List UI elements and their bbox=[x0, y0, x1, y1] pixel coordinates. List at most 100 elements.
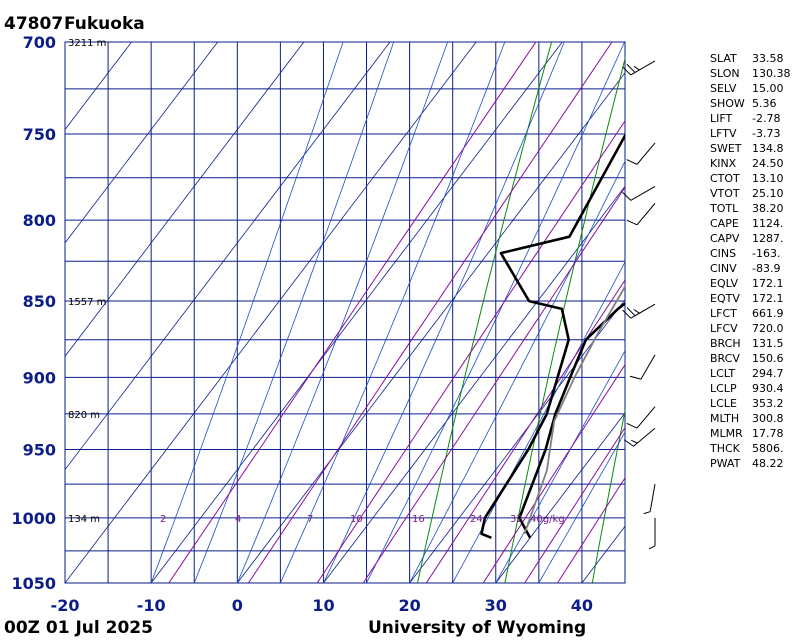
index-row: LIFT -2.78 bbox=[710, 112, 780, 125]
wind-barb-flag bbox=[626, 422, 638, 429]
index-key: MLTH bbox=[710, 412, 739, 425]
mixing-ratio-label: 4 bbox=[235, 514, 241, 525]
index-value: -83.9 bbox=[752, 262, 780, 275]
sounding-line bbox=[480, 133, 625, 540]
wind-barb-flag bbox=[626, 307, 636, 317]
index-row: SHOW 5.36 bbox=[710, 97, 777, 110]
wind-barb-flag bbox=[631, 439, 638, 444]
wind-barb bbox=[622, 303, 656, 319]
wind-barb-shaft bbox=[630, 303, 656, 319]
index-key: LFTV bbox=[710, 127, 737, 140]
wind-barb bbox=[626, 142, 656, 165]
index-key: MLMR bbox=[710, 427, 743, 440]
index-row: MLMR 17.78 bbox=[710, 427, 784, 440]
index-key: CAPV bbox=[710, 232, 740, 245]
pressure-tick-label: 900 bbox=[23, 368, 56, 387]
isotherm-line bbox=[409, 298, 625, 583]
index-key: THCK bbox=[709, 442, 741, 455]
sounding-line bbox=[518, 301, 625, 539]
index-row: CINS -163. bbox=[710, 247, 780, 260]
wind-barb-flag bbox=[633, 65, 640, 71]
index-key: KINX bbox=[710, 157, 737, 170]
wind-barb-flag bbox=[648, 545, 656, 550]
wind-barb bbox=[626, 406, 656, 429]
index-row: KINX 24.50 bbox=[710, 157, 784, 170]
index-value: 15.00 bbox=[752, 82, 784, 95]
mixing-ratio-line bbox=[557, 476, 625, 583]
isotherm-line bbox=[65, 42, 132, 131]
parcel-path-line bbox=[523, 284, 625, 535]
wind-barb-flag bbox=[626, 219, 638, 226]
index-row: CTOT 13.10 bbox=[710, 172, 784, 185]
wind-barb-shaft bbox=[636, 406, 656, 429]
moist-adiabat-line bbox=[193, 42, 395, 583]
index-key: LFCV bbox=[710, 322, 738, 335]
observation-time: 00Z 01 Jul 2025 bbox=[4, 618, 153, 638]
index-value: 24.50 bbox=[752, 157, 784, 170]
moist-adiabat-line bbox=[495, 349, 625, 583]
isotherm-line bbox=[65, 42, 219, 244]
mixing-ratio-line bbox=[168, 42, 537, 583]
index-value: 300.8 bbox=[752, 412, 784, 425]
index-key: BRCH bbox=[710, 337, 741, 350]
wind-barb bbox=[643, 484, 656, 515]
index-value: 353.2 bbox=[752, 397, 784, 410]
index-row: LFTV -3.73 bbox=[710, 127, 780, 140]
chart-grid bbox=[0, 41, 626, 584]
index-row: CAPE 1124. bbox=[710, 217, 784, 230]
index-row: CINV -83.9 bbox=[710, 262, 780, 275]
index-key: EQTV bbox=[710, 292, 740, 305]
moist-adiabat-line bbox=[323, 42, 565, 583]
isotherm-line bbox=[495, 412, 625, 583]
mixing-ratio-line bbox=[482, 363, 625, 583]
index-value: -3.73 bbox=[752, 127, 780, 140]
height-label: 820 m bbox=[68, 410, 100, 421]
isotherm-line bbox=[150, 42, 563, 583]
isotherm-line bbox=[0, 42, 45, 583]
temperature-tick-label: 0 bbox=[232, 596, 243, 615]
index-key: LCLE bbox=[710, 397, 737, 410]
index-row: LFCT 661.9 bbox=[710, 307, 784, 320]
index-value: 131.5 bbox=[752, 337, 784, 350]
index-row: BRCV 150.6 bbox=[710, 352, 784, 365]
wind-barb-shaft bbox=[640, 354, 656, 380]
index-value: 1124. bbox=[752, 217, 784, 230]
index-key: EQLV bbox=[710, 277, 739, 290]
index-row: LCLP 930.4 bbox=[710, 382, 784, 395]
dry-adiabat-line bbox=[504, 56, 625, 583]
index-value: 661.9 bbox=[752, 307, 784, 320]
index-key: SLON bbox=[710, 67, 740, 80]
index-value: 172.1 bbox=[752, 292, 784, 305]
mixing-ratio-label: 7 bbox=[307, 514, 313, 525]
height-label: 134 m bbox=[68, 514, 100, 525]
index-value: 930.4 bbox=[752, 382, 784, 395]
moist-adiabat-line bbox=[452, 261, 625, 583]
wind-barb-flag bbox=[643, 511, 651, 515]
wind-barb-flag bbox=[623, 439, 634, 447]
pressure-tick-label: 750 bbox=[23, 125, 56, 144]
station-name: Fukuoka bbox=[64, 14, 145, 34]
index-value: 130.38 bbox=[752, 67, 791, 80]
station-id: 47807 bbox=[4, 14, 63, 34]
index-key: LFCT bbox=[710, 307, 737, 320]
mixing-ratio-label: 24 bbox=[470, 514, 483, 525]
pressure-tick-label: 950 bbox=[23, 440, 56, 459]
isotherm-line bbox=[65, 42, 391, 471]
index-row: EQTV 172.1 bbox=[710, 292, 784, 305]
index-key: CINV bbox=[710, 262, 737, 275]
mixing-ratio-line bbox=[524, 426, 625, 583]
isotherm-line bbox=[323, 185, 625, 583]
index-key: SELV bbox=[710, 82, 737, 95]
isotherm-line bbox=[65, 42, 477, 583]
moist-adiabat-line bbox=[366, 42, 625, 583]
index-row: LCLT 294.7 bbox=[710, 367, 784, 380]
index-row: CAPV 1287. bbox=[710, 232, 784, 245]
index-value: 294.7 bbox=[752, 367, 784, 380]
index-value: 720.0 bbox=[752, 322, 784, 335]
wind-barbs bbox=[622, 60, 656, 550]
index-key: CAPE bbox=[710, 217, 739, 230]
height-label: 1557 m bbox=[68, 297, 106, 308]
index-key: SLAT bbox=[710, 52, 737, 65]
wind-barb-shaft bbox=[630, 60, 656, 76]
index-value: 13.10 bbox=[752, 172, 784, 185]
